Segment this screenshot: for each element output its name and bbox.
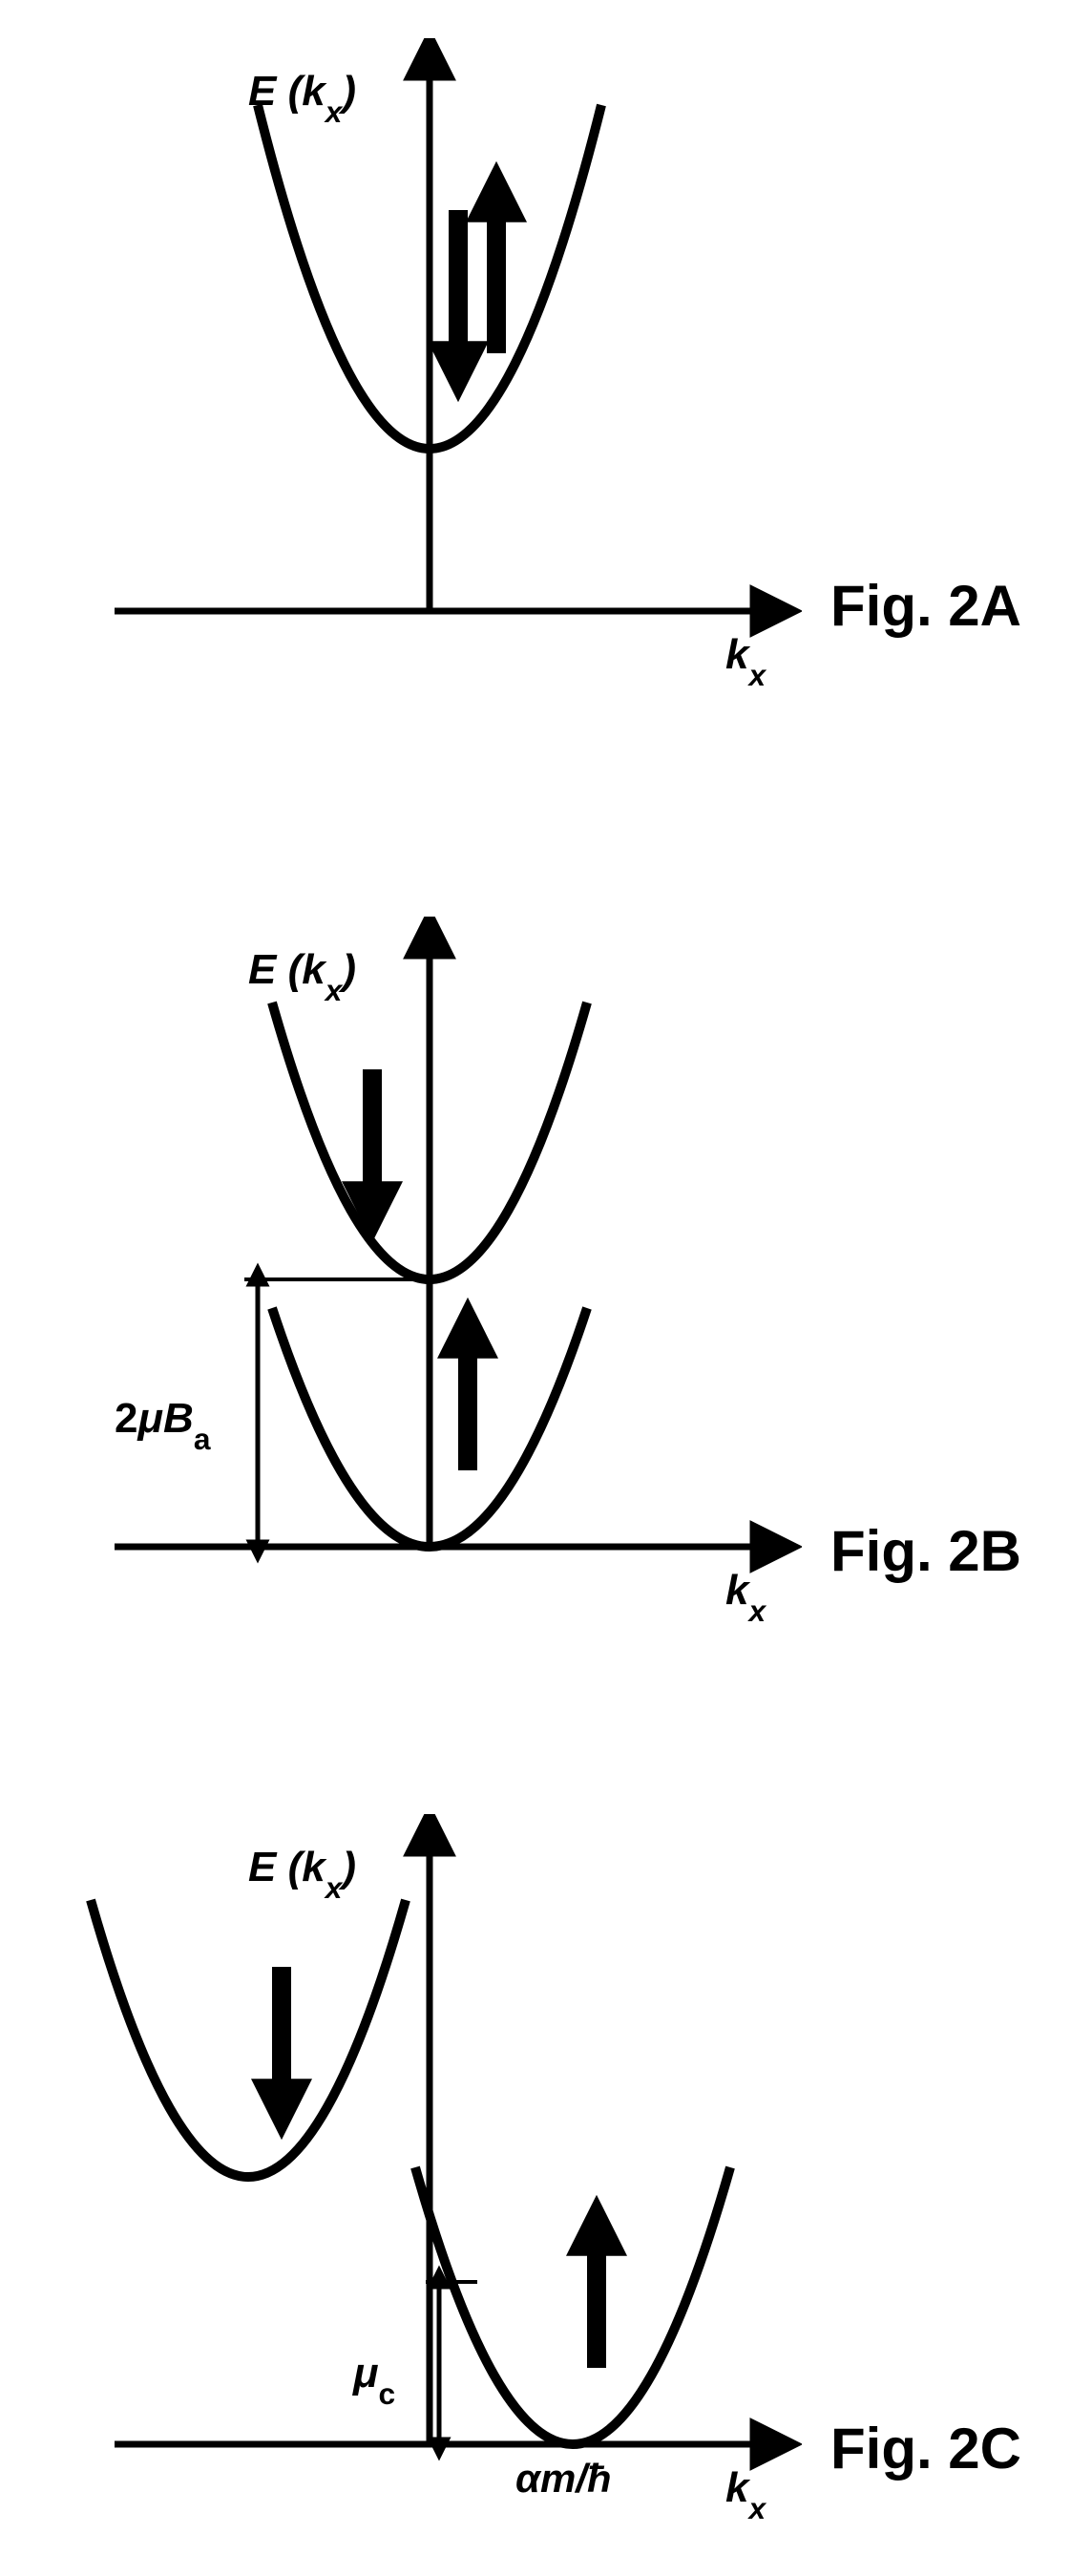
y-axis-label: E (kx) — [248, 946, 356, 1007]
band-right-parabola — [415, 2167, 730, 2444]
page: E (kx) kx Fig. 2A — [0, 0, 1071, 2576]
rashba-shift-label: αm/ħ — [515, 2456, 612, 2501]
x-axis-label: kx — [725, 2464, 766, 2525]
x-axis-label: kx — [725, 1567, 766, 1628]
fig-2c-svg: μc αm/ħ E (kx) kx — [57, 1814, 802, 2540]
figure-label-2a: Fig. 2A — [830, 573, 1021, 639]
fig-2a-svg: E (kx) kx — [57, 38, 802, 726]
figure-label-2b: Fig. 2B — [830, 1518, 1021, 1584]
x-axis-label: kx — [725, 631, 766, 692]
band-left-parabola — [91, 1900, 406, 2177]
y-axis-label: E (kx) — [248, 1844, 356, 1905]
chemical-potential-label: μc — [351, 2350, 395, 2411]
zeeman-split-label: 2μBa — [115, 1395, 211, 1456]
fig-2b-svg: 2μBa E (kx) kx — [57, 917, 802, 1642]
figure-label-2c: Fig. 2C — [830, 2416, 1021, 2481]
